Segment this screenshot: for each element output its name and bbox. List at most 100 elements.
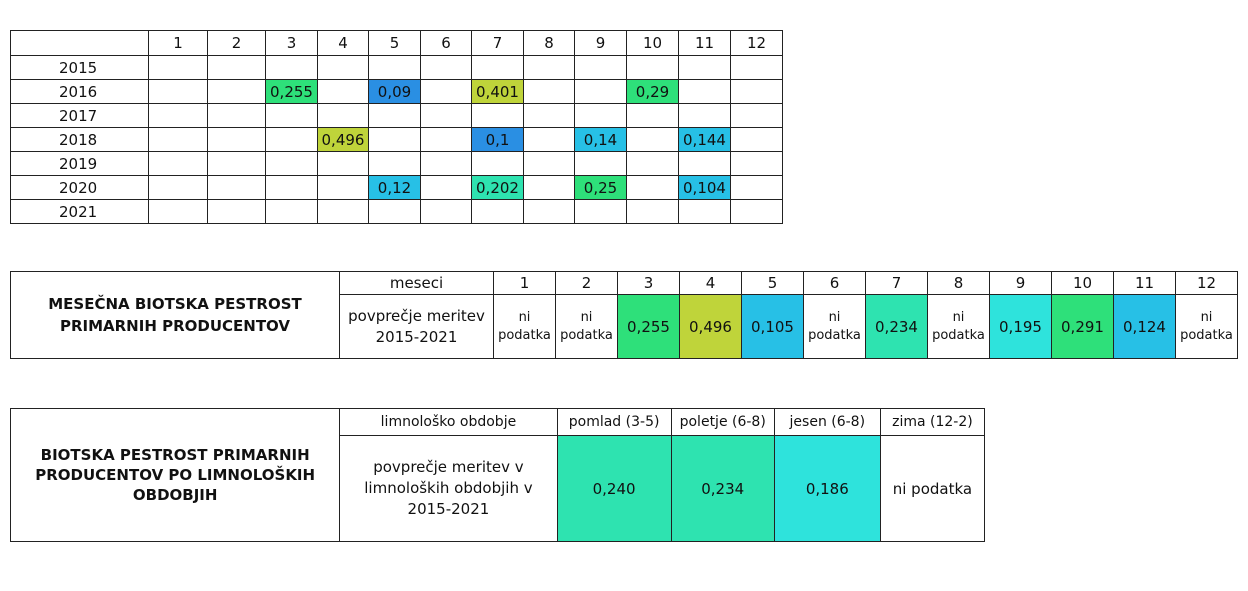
measurement-cell — [678, 79, 731, 104]
season-value-cell: 0,240 — [556, 435, 672, 542]
month-header: 3 — [265, 30, 318, 56]
measurement-cell — [626, 199, 679, 224]
month-header: 2 — [207, 30, 266, 56]
measurement-cell — [523, 175, 575, 200]
year-label: 2018 — [10, 127, 149, 152]
seasonal-row-label: povprečje meritev v limnoloških obdobjih… — [339, 435, 558, 542]
measurement-cell — [730, 127, 783, 152]
monthly-average-row-label: povprečje meritev 2015-2021 — [339, 294, 494, 359]
measurement-cell: 0,29 — [626, 79, 679, 104]
measurement-cell — [523, 79, 575, 104]
measurement-cell — [730, 55, 783, 80]
measurement-cell — [574, 199, 627, 224]
measurement-cell — [626, 151, 679, 176]
measurement-cell — [574, 79, 627, 104]
measurement-cell — [420, 151, 472, 176]
measurement-cell — [420, 175, 472, 200]
measurement-cell — [523, 151, 575, 176]
month-header: 10 — [626, 30, 679, 56]
measurement-cell: 0,255 — [265, 79, 318, 104]
season-value-cell: 0,234 — [670, 435, 775, 542]
measurement-cell — [368, 55, 421, 80]
measurement-cell — [523, 127, 575, 152]
measurement-cell — [471, 103, 524, 128]
measurement-cell — [207, 199, 266, 224]
month-header: 4 — [317, 30, 369, 56]
month-header: 11 — [1113, 271, 1176, 295]
month-header: 6 — [803, 271, 866, 295]
measurement-cell: 0,25 — [574, 175, 627, 200]
measurement-cell — [265, 175, 318, 200]
measurement-cell — [730, 199, 783, 224]
year-row: 2021 — [10, 199, 783, 224]
year-label: 2015 — [10, 55, 149, 80]
measurement-cell — [678, 151, 731, 176]
month-header: 11 — [678, 30, 731, 56]
measurement-cell — [574, 55, 627, 80]
measurement-cell: 0,401 — [471, 79, 524, 104]
month-header: 7 — [471, 30, 524, 56]
measurement-cell: 0,104 — [678, 175, 731, 200]
month-header: 8 — [927, 271, 990, 295]
measurement-cell — [148, 79, 208, 104]
measurement-cell — [317, 103, 369, 128]
year-label: 2021 — [10, 199, 149, 224]
month-header: 9 — [989, 271, 1052, 295]
month-header: 1 — [493, 271, 556, 295]
measurement-cell — [265, 199, 318, 224]
year-label: 2017 — [10, 103, 149, 128]
measurement-cell — [207, 175, 266, 200]
month-header: 2 — [555, 271, 618, 295]
corner-cell — [10, 30, 149, 56]
monthly-average-table: MESEČNA BIOTSKA PESTROST PRIMARNIH PRODU… — [10, 271, 1238, 359]
monthly-grid-header-row: 1 2 3 4 5 6 7 8 9 10 11 12 — [10, 30, 783, 56]
measurement-cell — [678, 199, 731, 224]
monthly-average-title: MESEČNA BIOTSKA PESTROST PRIMARNIH PRODU… — [10, 271, 340, 359]
measurement-cell: 0,09 — [368, 79, 421, 104]
year-label: 2016 — [10, 79, 149, 104]
measurement-cell — [626, 127, 679, 152]
season-header: poletje (6-8) — [670, 408, 775, 436]
measurement-cell — [207, 151, 266, 176]
measurement-cell — [317, 175, 369, 200]
measurement-cell — [420, 127, 472, 152]
month-header: 9 — [574, 30, 627, 56]
measurement-cell — [420, 55, 472, 80]
measurement-cell — [317, 199, 369, 224]
seasonal-header-row: BIOTSKA PESTROST PRIMARNIH PRODUCENTOV P… — [9, 408, 986, 542]
month-value-cell: ni podatka — [493, 294, 556, 359]
measurement-cell — [420, 79, 472, 104]
measurement-cell — [678, 103, 731, 128]
month-value-cell: 0,255 — [617, 294, 680, 359]
measurement-cell — [730, 175, 783, 200]
measurement-cell — [574, 151, 627, 176]
month-header: 4 — [679, 271, 742, 295]
month-value-cell: ni podatka — [927, 294, 990, 359]
season-header: zima (12-2) — [879, 408, 986, 436]
month-value-cell: ni podatka — [555, 294, 618, 359]
season-value-cell: 0,186 — [773, 435, 881, 542]
year-row: 2016 0,255 0,09 0,401 0,29 — [10, 79, 783, 104]
month-value-cell: 0,105 — [741, 294, 804, 359]
measurement-cell — [207, 55, 266, 80]
measurement-cell — [471, 55, 524, 80]
measurement-cell — [265, 127, 318, 152]
months-header-label: meseci — [339, 271, 494, 295]
year-row: 2020 0,12 0,202 0,25 0,104 — [10, 175, 783, 200]
measurement-cell — [626, 175, 679, 200]
measurement-cell: 0,12 — [368, 175, 421, 200]
measurement-cell: 0,144 — [678, 127, 731, 152]
measurement-cell — [730, 151, 783, 176]
measurement-cell — [626, 103, 679, 128]
measurement-cell — [207, 127, 266, 152]
measurement-cell — [730, 79, 783, 104]
measurement-cell — [523, 199, 575, 224]
measurement-cell — [265, 103, 318, 128]
measurement-cell — [730, 103, 783, 128]
year-label: 2019 — [10, 151, 149, 176]
month-header: 5 — [741, 271, 804, 295]
measurement-cell — [368, 199, 421, 224]
measurement-cell — [317, 55, 369, 80]
month-value-cell: 0,496 — [679, 294, 742, 359]
measurement-cell — [207, 79, 266, 104]
